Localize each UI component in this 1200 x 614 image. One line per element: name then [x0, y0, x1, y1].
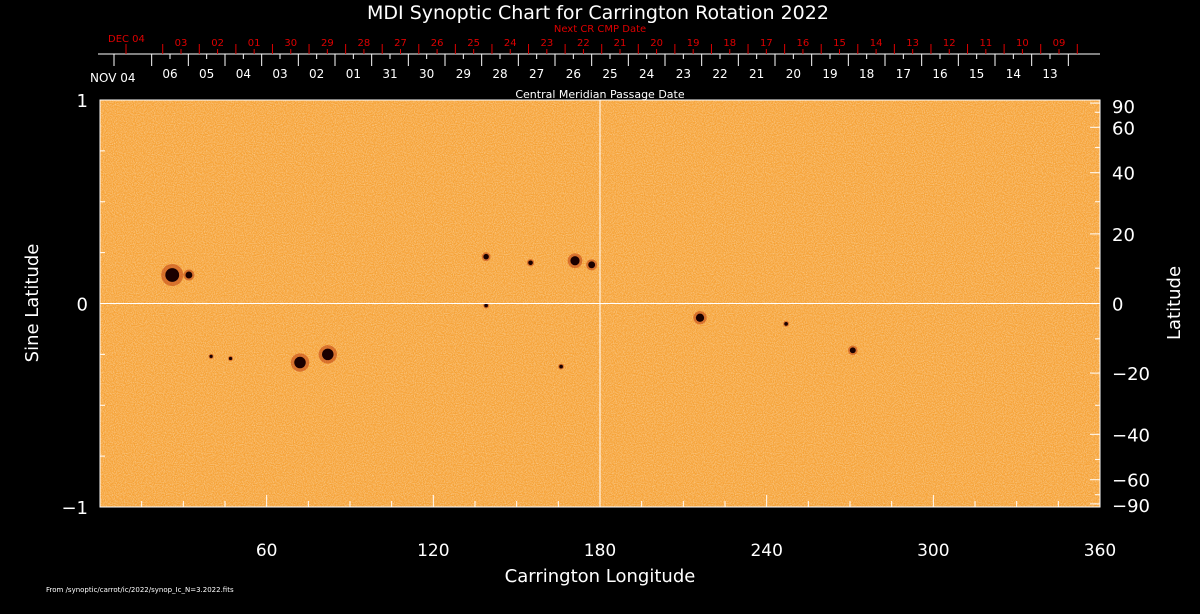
next-cr-date-label: 17 [760, 38, 773, 49]
sunspot [165, 268, 180, 282]
next-cr-date-label: 26 [431, 38, 444, 49]
cmp-date-label: 25 [602, 67, 617, 81]
cmp-axis-title: Central Meridian Passage Date [515, 88, 684, 101]
cmp-date-label: 27 [529, 67, 544, 81]
next-cr-start-label: DEC 04 [108, 34, 145, 45]
y-left-tick-label: 0 [77, 295, 88, 316]
next-cr-date-label: 25 [467, 38, 480, 49]
next-cr-date-label: 23 [540, 38, 553, 49]
sunspot [322, 348, 334, 361]
x-axis-label: Carrington Longitude [505, 566, 696, 587]
next-cr-date-label: 19 [687, 38, 700, 49]
y-left-tick-label: 1 [77, 91, 88, 112]
x-tick-label: 120 [417, 541, 449, 561]
cmp-date-label: 30 [419, 67, 434, 81]
next-cr-date-label: 09 [1053, 38, 1066, 49]
source-note: From /synoptic/carrot/ic/2022/synop_Ic_N… [46, 586, 234, 594]
cmp-date-label: 19 [822, 67, 837, 81]
sunspot [570, 256, 580, 266]
x-tick-label: 180 [584, 541, 616, 561]
sunspot [528, 260, 533, 266]
chart-title: MDI Synoptic Chart for Carrington Rotati… [367, 2, 829, 24]
cmp-date-label: 29 [456, 67, 471, 81]
cmp-date-label: 26 [566, 67, 581, 81]
cmp-date-label: 02 [309, 67, 324, 81]
cmp-date-label: 18 [859, 67, 874, 81]
x-tick-label: 240 [750, 541, 782, 561]
axes: 60 120 180 240 300 36010−1906040200−20−40−60−… [61, 91, 1150, 561]
next-cr-date-label: 10 [1016, 38, 1029, 49]
cmp-date-label: 20 [786, 67, 801, 81]
next-cr-date-label: 27 [394, 38, 407, 49]
next-cr-date-label: 14 [870, 38, 883, 49]
next-cr-date-label: 18 [723, 38, 736, 49]
next-cr-date-label: 30 [284, 38, 297, 49]
y-right-tick-label: −40 [1112, 425, 1150, 446]
cmp-date-label: 24 [639, 67, 654, 81]
y-axis-right-label: Latitude [1164, 266, 1185, 340]
cmp-date-label: 21 [749, 67, 764, 81]
next-cr-date-label: 02 [211, 38, 224, 49]
date-axes: 06 05 04 03 02 01 31 30 29 28 27 26 25 24 23 22 21 20 19 18… [113, 38, 1078, 81]
sunspot [484, 303, 488, 308]
cmp-date-label: 23 [676, 67, 691, 81]
next-cr-date-label: 01 [248, 38, 261, 49]
cmp-date-label: 15 [969, 67, 984, 81]
sunspot [588, 261, 596, 269]
next-cr-date-label: 21 [614, 38, 627, 49]
cmp-date-label: 06 [162, 67, 177, 81]
y-right-tick-label: 90 [1112, 97, 1135, 118]
next-cr-date-label: 16 [797, 38, 810, 49]
y-left-tick-label: −1 [61, 498, 88, 519]
sunspot-features [161, 252, 858, 372]
next-cr-date-label: 12 [943, 38, 956, 49]
cmp-date-label: 14 [1006, 67, 1021, 81]
cmp-date-label: 05 [199, 67, 214, 81]
cmp-date-label: 28 [492, 67, 507, 81]
y-right-tick-label: −20 [1112, 364, 1150, 385]
y-right-tick-label: 20 [1112, 225, 1135, 246]
sunspot [695, 313, 705, 322]
next-cr-date-label: 03 [175, 38, 188, 49]
sunspot [483, 253, 489, 260]
cmp-start-label: NOV 04 [90, 71, 136, 85]
y-axis-left-label: Sine Latitude [22, 244, 43, 363]
y-right-tick-label: 0 [1112, 295, 1123, 316]
cmp-date-label: 01 [346, 67, 361, 81]
cmp-date-label: 31 [382, 67, 397, 81]
y-right-tick-label: −90 [1112, 496, 1150, 517]
x-tick-label: 300 [917, 541, 949, 561]
cmp-date-label: 04 [236, 67, 251, 81]
next-cr-date-label: 13 [906, 38, 919, 49]
y-right-tick-label: −60 [1112, 471, 1150, 492]
sunspot [209, 354, 213, 359]
sunspot [784, 322, 788, 326]
cmp-date-label: 13 [1042, 67, 1057, 81]
next-cr-date-label: 11 [979, 38, 992, 49]
cmp-date-label: 03 [272, 67, 287, 81]
sunspot [559, 364, 563, 369]
next-cr-date-label: 29 [321, 38, 334, 49]
cmp-date-label: 17 [896, 67, 911, 81]
x-tick-label: 60 [256, 541, 278, 561]
next-cr-date-label: 20 [650, 38, 663, 49]
sunspot [294, 356, 306, 369]
sunspot [185, 271, 193, 279]
next-cr-date-label: 24 [504, 38, 517, 49]
y-right-tick-label: 40 [1112, 164, 1135, 185]
x-tick-label: 360 [1084, 541, 1116, 561]
next-cr-axis-title: Next CR CMP Date [554, 24, 646, 35]
sunspot [228, 356, 233, 361]
next-cr-date-label: 28 [358, 38, 371, 49]
next-cr-date-label: 22 [577, 38, 590, 49]
sunspot [849, 347, 856, 354]
cmp-date-label: 22 [712, 67, 727, 81]
y-right-tick-label: 60 [1112, 118, 1135, 139]
next-cr-date-label: 15 [833, 38, 846, 49]
cmp-date-label: 16 [932, 67, 947, 81]
